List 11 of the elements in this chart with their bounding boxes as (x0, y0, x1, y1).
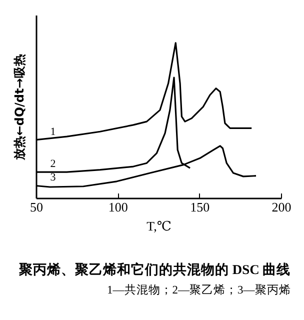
x-tick-label: 50 (30, 200, 43, 214)
series-label: 3 (50, 172, 56, 184)
y-axis-title: 放热←dQ/dt→吸热 (12, 54, 26, 161)
x-tick-label: 200 (272, 200, 292, 214)
series-label: 1 (50, 126, 56, 138)
text: 聚丙烯、聚乙烯和它们的共混物的 DSC 曲线 (18, 261, 291, 277)
x-tick-label: 100 (108, 200, 128, 214)
series-label: 2 (50, 158, 56, 170)
text: 1—共混物；2—聚乙烯；3—聚丙烯 (107, 284, 291, 296)
x-axis-title: T,℃ (146, 218, 172, 234)
x-tick-label: 150 (190, 200, 210, 214)
